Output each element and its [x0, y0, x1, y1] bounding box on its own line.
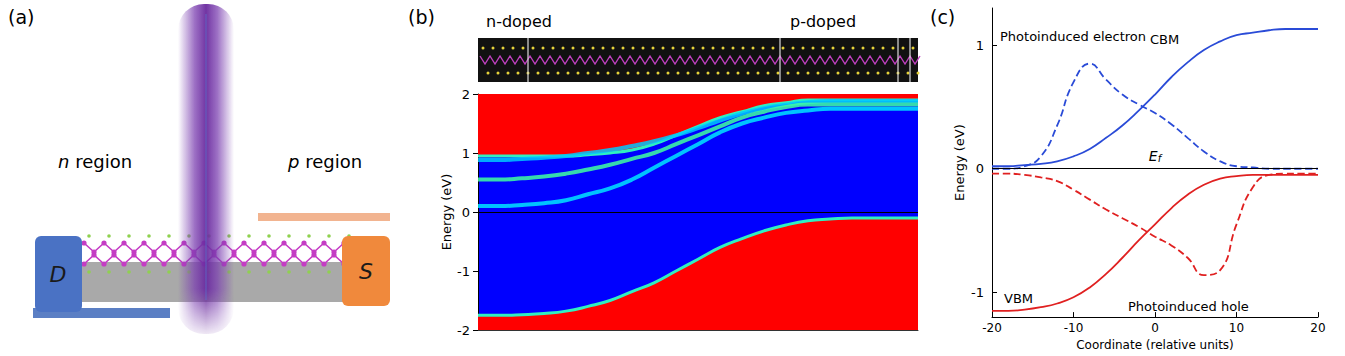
- svg-text:Photoinduced electron: Photoinduced electron: [1000, 29, 1146, 44]
- svg-text:Energy (eV): Energy (eV): [952, 124, 967, 201]
- svg-text:0: 0: [976, 161, 984, 176]
- svg-text:n region: n region: [58, 151, 132, 172]
- svg-text:-1: -1: [971, 285, 984, 300]
- svg-text:E: E: [1149, 148, 1158, 164]
- svg-text:20: 20: [1310, 321, 1325, 335]
- svg-text:-1: -1: [457, 264, 470, 279]
- svg-text:10: 10: [1229, 321, 1244, 335]
- svg-text:p-doped: p-doped: [790, 12, 856, 31]
- svg-text:0: 0: [1151, 321, 1159, 335]
- svg-text:(c): (c): [930, 6, 955, 28]
- svg-text:Energy (eV): Energy (eV): [439, 174, 454, 251]
- svg-text:-10: -10: [1064, 321, 1084, 335]
- svg-text:p region: p region: [287, 151, 362, 172]
- svg-text:Photoinduced hole: Photoinduced hole: [1128, 299, 1249, 314]
- svg-text:-2: -2: [457, 323, 470, 338]
- svg-text:2: 2: [462, 87, 470, 102]
- svg-text:1: 1: [462, 146, 470, 161]
- svg-text:Coordinate (relative units): Coordinate (relative units): [1076, 338, 1234, 352]
- svg-text:(a): (a): [8, 6, 34, 28]
- svg-text:(b): (b): [408, 6, 435, 28]
- svg-text:0: 0: [462, 205, 470, 220]
- svg-text:CBM: CBM: [1150, 32, 1179, 47]
- svg-text:f: f: [1158, 153, 1163, 164]
- svg-text:1: 1: [976, 38, 984, 53]
- svg-text:-20: -20: [982, 321, 1002, 335]
- svg-text:VBM: VBM: [1004, 291, 1033, 306]
- svg-text:S: S: [359, 259, 373, 284]
- svg-text:n-doped: n-doped: [486, 12, 552, 31]
- svg-text:D: D: [50, 262, 67, 287]
